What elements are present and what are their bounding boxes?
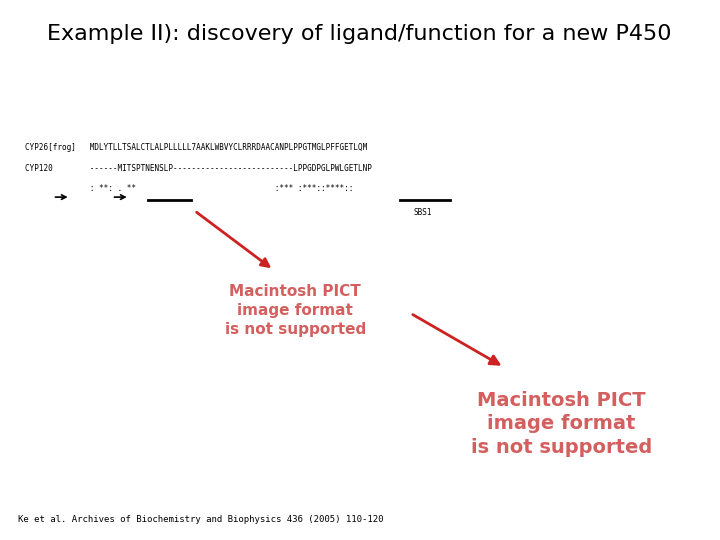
Text: Macintosh PICT
image format
is not supported: Macintosh PICT image format is not suppo… [225,285,366,336]
Text: CYP120        ------MITSPTNENSLP--------------------------LPPGDPGLPWLGETLNP: CYP120 ------MITSPTNENSLP---------------… [25,164,372,173]
Text: SBS1: SBS1 [414,208,433,217]
Text: : **: . **                              :*** :***::****::: : **: . ** :*** :***::****:: [25,184,354,193]
Text: Example II): discovery of ligand/function for a new P450: Example II): discovery of ligand/functio… [47,24,671,44]
Text: CYP26[frog]   MDLYTLLTSALCTLALPLLLLL7AAKLWBVYCLRRRDAACANPLPPGTMGLPFFGETLQM: CYP26[frog] MDLYTLLTSALCTLALPLLLLL7AAKLW… [25,143,367,152]
Text: Ke et al. Archives of Biochemistry and Biophysics 436 (2005) 110-120: Ke et al. Archives of Biochemistry and B… [18,515,384,524]
Text: Macintosh PICT
image format
is not supported: Macintosh PICT image format is not suppo… [471,391,652,457]
